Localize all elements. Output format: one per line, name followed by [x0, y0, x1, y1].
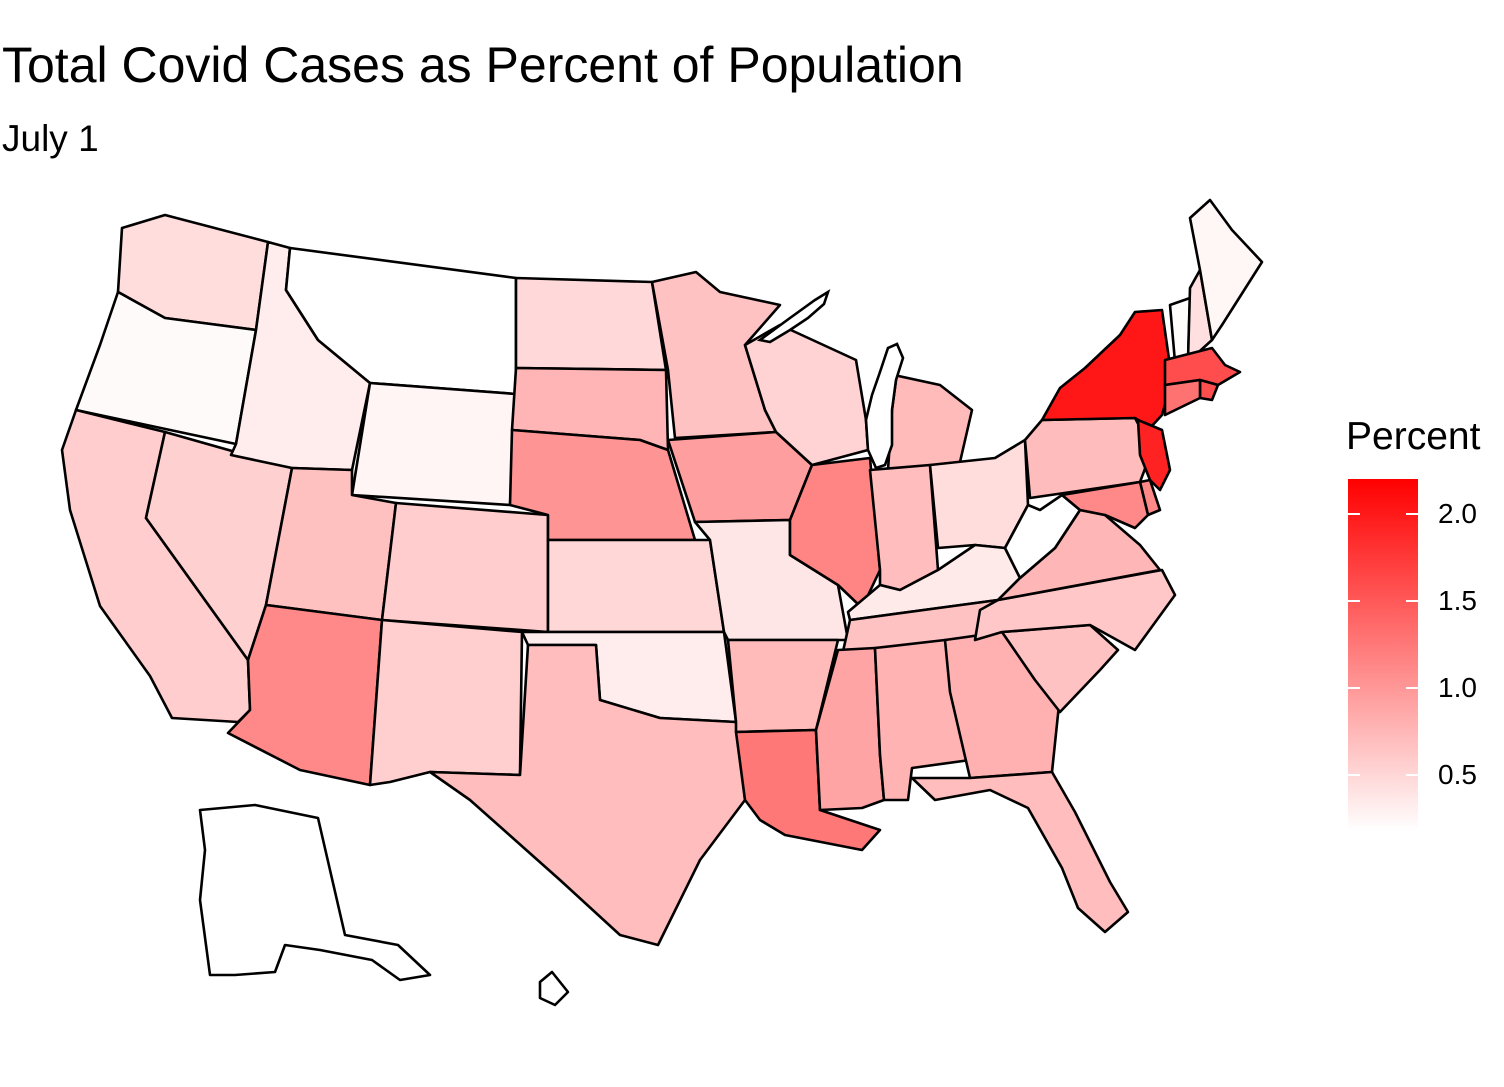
state-maryland: [1060, 480, 1150, 530]
state-new-york: [1040, 308, 1174, 430]
legend-tick-right: [1406, 774, 1418, 777]
state-rhode-island: [1198, 378, 1220, 402]
legend-tick-label: 2.0: [1438, 497, 1477, 529]
map-subtitle: July 1: [2, 118, 99, 159]
great-lakes: [756, 289, 905, 470]
lake-michigan: [864, 342, 905, 470]
legend-tick-left: [1348, 512, 1360, 515]
state-north-carolina: [973, 568, 1177, 652]
legend-title: Percent: [1346, 415, 1481, 458]
legend-tick-label: 1.5: [1438, 584, 1477, 616]
legend-tick-label: 1.0: [1438, 672, 1477, 704]
state-shapes: [60, 198, 1264, 1007]
legend-tick-left: [1348, 687, 1360, 690]
state-kansas: [546, 538, 726, 634]
state-florida: [910, 770, 1130, 934]
legend-color-bar: [1348, 479, 1418, 831]
state-new-mexico: [368, 618, 524, 787]
state-indiana: [868, 463, 940, 592]
legend-tick-right: [1406, 599, 1418, 602]
state-wyoming: [350, 381, 518, 507]
legend-tick-left: [1348, 599, 1360, 602]
legend-tick-label: 0.5: [1438, 759, 1477, 791]
state-new-jersey: [1136, 418, 1172, 492]
state-north-dakota: [514, 276, 668, 372]
state-colorado: [380, 501, 550, 634]
map-title: Total Covid Cases as Percent of Populati…: [2, 37, 964, 93]
state-hawaii: [538, 970, 570, 1007]
state-alaska: [198, 803, 432, 982]
lake-superior: [756, 289, 831, 344]
legend-tick-left: [1348, 774, 1360, 777]
legend-tick-right: [1406, 512, 1418, 515]
legend-tick-right: [1406, 687, 1418, 690]
state-texas: [428, 643, 747, 947]
state-connecticut: [1163, 378, 1202, 417]
state-maine: [1188, 198, 1264, 342]
